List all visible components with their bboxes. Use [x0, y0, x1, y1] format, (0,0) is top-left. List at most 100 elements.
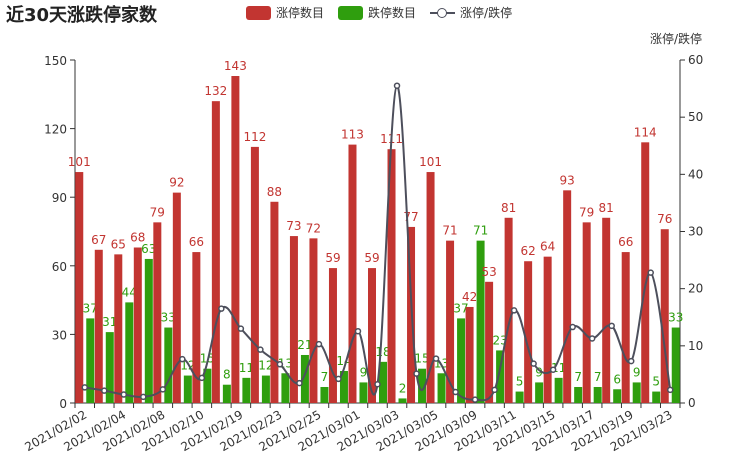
bar-limit-up [153, 222, 162, 403]
bar-limit-down [203, 368, 212, 403]
right-axis-tick-label: 10 [688, 339, 703, 353]
bar-limit-up [309, 238, 318, 403]
right-axis-tick-label: 30 [688, 225, 703, 239]
ratio-point [140, 393, 147, 401]
bar-label-limit-up: 65 [111, 237, 126, 251]
ratio-point [627, 357, 635, 365]
bar-limit-down [125, 302, 134, 403]
bar-limit-up [94, 249, 103, 403]
bar-limit-up [426, 172, 435, 403]
ratio-point [198, 374, 206, 382]
ratio-point [296, 379, 303, 387]
bar-limit-up [641, 142, 650, 403]
bar-label-limit-up: 112 [243, 130, 266, 144]
legend-swatch-ratio [430, 6, 456, 20]
bar-label-limit-up: 92 [169, 176, 184, 190]
bar-limit-up [563, 190, 572, 403]
ratio-point [452, 388, 459, 396]
bar-label-limit-down: 9 [633, 365, 641, 379]
bar-limit-up [328, 268, 337, 403]
bar-label-limit-down: 2 [399, 381, 407, 395]
bar-limit-down [222, 384, 231, 403]
bar-limit-down [242, 377, 251, 403]
right-axis-tick-label: 40 [688, 167, 703, 181]
bar-limit-down [300, 354, 309, 403]
bar-label-limit-up: 68 [130, 231, 145, 245]
bar-limit-down [632, 382, 641, 403]
bar-limit-up [114, 254, 123, 403]
bar-limit-up [289, 236, 298, 403]
bar-label-limit-down: 8 [223, 368, 231, 382]
legend-item-ratio[interactable]: 涨停/跌停 [430, 4, 512, 21]
bar-label-limit-down: 5 [516, 375, 524, 389]
left-axis-tick-label: 60 [52, 260, 67, 274]
bar-label-limit-down: 15 [414, 352, 429, 366]
bar-limit-down [437, 373, 446, 403]
legend-label-limit-up: 涨停数目 [276, 6, 325, 20]
bar-label-limit-up: 88 [267, 185, 282, 199]
ratio-point [510, 307, 518, 314]
bar-limit-down [261, 375, 270, 403]
bar-label-limit-up: 114 [634, 125, 657, 139]
left-axis-tick-label: 30 [52, 328, 67, 342]
bar-limit-up [368, 268, 376, 403]
left-axis-tick-label: 120 [44, 123, 67, 137]
ratio-point [120, 391, 128, 398]
ratio-point [237, 325, 245, 332]
legend-item-limit-down[interactable]: 跌停数目 [338, 4, 416, 21]
bar-label-limit-down: 7 [574, 370, 582, 384]
bar-label-limit-up: 76 [657, 212, 672, 226]
bar-label-limit-down: 6 [613, 372, 621, 386]
bar-label-limit-up: 79 [579, 205, 594, 219]
bar-limit-up [446, 240, 455, 403]
bar-limit-up [504, 217, 513, 403]
bar-limit-down [105, 332, 114, 403]
legend-swatch-limit-down [338, 5, 364, 20]
bar-label-limit-down: 33 [161, 311, 176, 325]
bar-limit-down [164, 327, 173, 403]
bar-label-limit-down: 5 [652, 375, 660, 389]
bar-label-limit-up: 71 [442, 224, 457, 238]
bar-limit-up [348, 144, 357, 403]
bar-limit-up [543, 256, 552, 403]
bar-label-limit-down: 44 [122, 285, 137, 299]
bar-limit-up [602, 217, 611, 403]
right-axis-tick-label: 0 [688, 396, 696, 410]
bar-label-limit-up: 143 [224, 59, 247, 73]
bar-label-limit-down: 21 [297, 338, 312, 352]
ratio-point [471, 396, 479, 403]
bar-limit-down [535, 382, 544, 403]
bar-limit-down [183, 375, 192, 403]
ratio-point [549, 366, 557, 373]
bar-limit-up [621, 252, 630, 403]
bar-limit-down [418, 368, 427, 403]
bar-label-limit-up: 101 [68, 155, 91, 169]
bar-label-limit-down: 37 [83, 301, 98, 315]
bar-limit-down [144, 258, 153, 403]
ratio-point [335, 375, 342, 383]
bar-limit-down [496, 350, 505, 403]
bar-label-limit-up: 66 [189, 235, 204, 249]
bar-limit-up [250, 146, 259, 404]
ratio-point [413, 370, 420, 377]
legend-item-limit-up[interactable]: 涨停数目 [246, 4, 324, 21]
bar-label-limit-up: 42 [462, 290, 477, 304]
ratio-point [81, 384, 89, 391]
left-axis-tick-label: 90 [52, 191, 67, 205]
bar-label-limit-down: 31 [102, 315, 117, 329]
bar-limit-down [613, 389, 622, 403]
legend: 涨停数目 跌停数目 涨停/跌停 [246, 4, 526, 21]
bar-limit-up [660, 229, 669, 403]
ratio-point [315, 340, 323, 348]
bar-label-limit-down: 12 [258, 359, 273, 373]
bar-label-limit-down: 71 [473, 224, 488, 238]
bar-limit-up [75, 172, 84, 403]
bar-label-limit-down: 7 [321, 370, 329, 384]
ratio-point [159, 386, 167, 393]
bar-limit-down [339, 370, 348, 403]
ratio-point [608, 322, 615, 330]
ratio-point [393, 82, 401, 89]
bar-limit-up [133, 247, 142, 403]
ratio-point [354, 327, 362, 335]
